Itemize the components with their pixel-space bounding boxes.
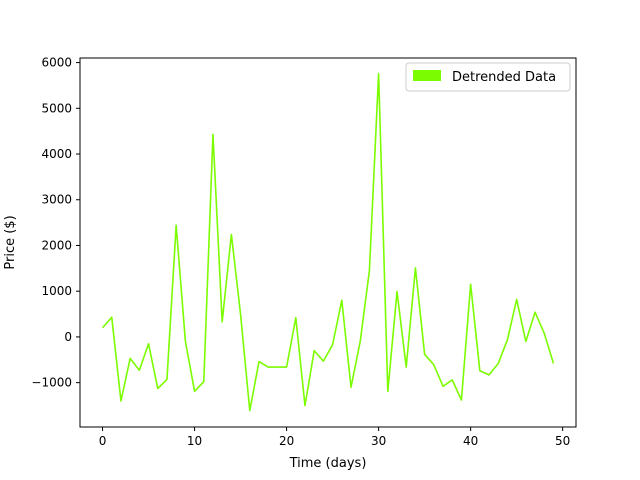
y-axis: −1000 0 1000 2000 3000 4000 5000 6000 — [31, 56, 80, 390]
y-tick-label: −1000 — [31, 376, 72, 390]
series-layer — [101, 72, 555, 412]
x-axis-label: Time (days) — [289, 456, 367, 471]
series-line-0 — [101, 72, 555, 412]
y-tick-label: 4000 — [41, 147, 72, 161]
x-tick-label: 10 — [187, 434, 202, 448]
legend-box — [405, 62, 571, 92]
y-tick-label: 0 — [64, 330, 72, 344]
legend: Detrended Data — [405, 62, 571, 92]
y-tick-label: 6000 — [41, 56, 72, 70]
x-tick-label: 30 — [371, 434, 386, 448]
plot-frame — [79, 57, 577, 428]
x-tick-label: 50 — [555, 434, 570, 448]
y-tick-label: 5000 — [41, 101, 72, 115]
x-tick-label: 0 — [99, 434, 107, 448]
legend-label: Detrended Data — [452, 70, 556, 85]
y-tick-label: 2000 — [41, 238, 72, 252]
y-tick-label: 3000 — [41, 193, 72, 207]
x-axis: 0 10 20 30 40 50 — [99, 427, 570, 448]
x-tick-label: 20 — [279, 434, 294, 448]
legend-swatch — [413, 70, 441, 81]
y-axis-label: Price ($) — [3, 215, 18, 269]
x-tick-label: 40 — [463, 434, 478, 448]
y-tick-label: 1000 — [41, 284, 72, 298]
